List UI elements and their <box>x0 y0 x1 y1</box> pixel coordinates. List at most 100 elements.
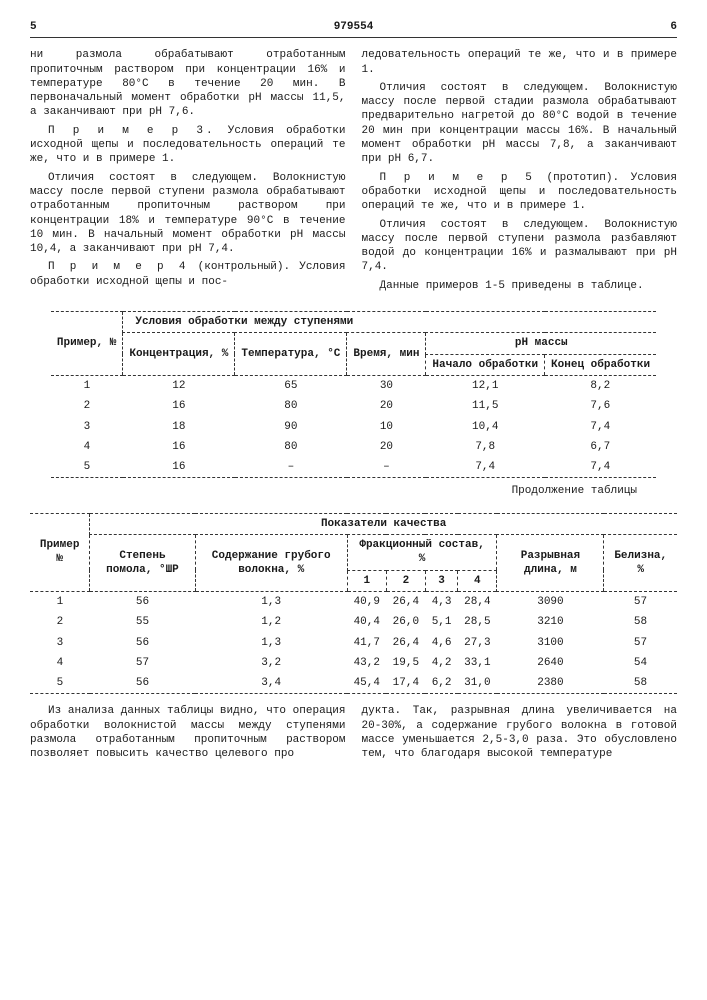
table-row: 5563,445,417,46,231,0238058 <box>30 673 677 694</box>
col-header: Начало обработки <box>426 354 545 375</box>
table-cell: 4,2 <box>425 653 457 673</box>
table-cell: 56 <box>90 633 195 653</box>
table-cell: 16 <box>123 437 235 457</box>
table-cell: 43,2 <box>347 653 386 673</box>
para: П р и м е р 5 (прототип). Условия обрабо… <box>362 171 678 214</box>
table-cell: 6,2 <box>425 673 457 694</box>
table-row: 1561,340,926,44,328,4309057 <box>30 591 677 612</box>
col-header: Фракционный состав, % <box>347 535 497 571</box>
table-cell: 3 <box>30 633 90 653</box>
table-row: 516––7,47,4 <box>51 457 656 478</box>
para: Данные примеров 1-5 приведены в таблице. <box>362 279 678 293</box>
table-cell: 5 <box>51 457 123 478</box>
col-header: Белизна, % <box>604 535 677 592</box>
table-cell: 18 <box>123 417 235 437</box>
table-cell: 58 <box>604 612 677 632</box>
table-cell: 1,2 <box>195 612 347 632</box>
table-cell: 19,5 <box>386 653 425 673</box>
col-header: 1 <box>347 570 386 591</box>
table-cell: 1,3 <box>195 591 347 612</box>
table-cell: 16 <box>123 396 235 416</box>
col-header: Степень помола, °ШР <box>90 535 195 592</box>
table-cell: 3 <box>51 417 123 437</box>
bottom-right: дукта. Так, разрывная длина увеличиваетс… <box>362 704 678 761</box>
col-header: Пример № <box>30 513 90 591</box>
table-cell: 2380 <box>497 673 604 694</box>
table-cell: 17,4 <box>386 673 425 694</box>
col-group-header: Показатели качества <box>90 513 677 534</box>
table-cell: 40,4 <box>347 612 386 632</box>
table-cell: 80 <box>235 437 347 457</box>
table-cell: 57 <box>604 591 677 612</box>
table-cell: 45,4 <box>347 673 386 694</box>
table-cell: 4,3 <box>425 591 457 612</box>
table-cell: 3,2 <box>195 653 347 673</box>
table-1: Пример, № Условия обработки между ступен… <box>51 311 656 478</box>
table-cell: 6,7 <box>545 437 657 457</box>
table-row: 216802011,57,6 <box>51 396 656 416</box>
right-column: ледовательность операций те же, что и в … <box>362 48 678 297</box>
table-cell: 20 <box>347 396 426 416</box>
table-row: 112653012,18,2 <box>51 375 656 396</box>
table-cell: 27,3 <box>458 633 497 653</box>
table-row: 41680207,86,7 <box>51 437 656 457</box>
table-cell: 7,4 <box>545 457 657 478</box>
table-cell: 40,9 <box>347 591 386 612</box>
table-cell: 5 <box>30 673 90 694</box>
table-cell: 58 <box>604 673 677 694</box>
table-cell: 1,3 <box>195 633 347 653</box>
table-cell: 26,4 <box>386 591 425 612</box>
bottom-columns: Из анализа данных таблицы видно, что опе… <box>30 704 677 761</box>
table-cell: 10,4 <box>426 417 545 437</box>
table-cell: 2 <box>30 612 90 632</box>
continuation-label: Продолжение таблицы <box>30 484 637 498</box>
table-cell: 80 <box>235 396 347 416</box>
table-cell: 16 <box>123 457 235 478</box>
page-right: 6 <box>670 20 677 34</box>
table-cell: – <box>347 457 426 478</box>
para: Отличия состоят в следующем. Волокнистую… <box>362 218 678 275</box>
table-cell: 90 <box>235 417 347 437</box>
table-cell: 11,5 <box>426 396 545 416</box>
table-cell: 33,1 <box>458 653 497 673</box>
col-header: Время, мин <box>347 333 426 376</box>
table-cell: 56 <box>90 673 195 694</box>
example-label: П р и м е р 4 <box>48 261 188 273</box>
col-header: Разрывная длина, м <box>497 535 604 592</box>
patent-number: 979554 <box>334 20 374 34</box>
table-row: 4573,243,219,54,233,1264054 <box>30 653 677 673</box>
table-cell: 1 <box>51 375 123 396</box>
table-row: 318901010,47,4 <box>51 417 656 437</box>
table-cell: 26,0 <box>386 612 425 632</box>
table-cell: 3210 <box>497 612 604 632</box>
table-row: 3561,341,726,44,627,3310057 <box>30 633 677 653</box>
table-cell: 3,4 <box>195 673 347 694</box>
col-header: Температура, °С <box>235 333 347 376</box>
table-cell: 2640 <box>497 653 604 673</box>
table-cell: 10 <box>347 417 426 437</box>
table-cell: 1 <box>30 591 90 612</box>
col-header: рН массы <box>426 333 656 354</box>
para: Отличия состоят в следующем. Волокнистую… <box>362 81 678 167</box>
table-cell: 7,8 <box>426 437 545 457</box>
page-left: 5 <box>30 20 37 34</box>
bottom-left: Из анализа данных таблицы видно, что опе… <box>30 704 346 761</box>
example-label: П р и м е р 5 <box>380 172 535 184</box>
table-cell: 4 <box>51 437 123 457</box>
example-label: П р и м е р 3. <box>48 125 216 137</box>
table-cell: 2 <box>51 396 123 416</box>
table-cell: 20 <box>347 437 426 457</box>
table-cell: 3090 <box>497 591 604 612</box>
para: Отличия состоят в следующем. Волокнистую… <box>30 171 346 257</box>
col-header: 3 <box>425 570 457 591</box>
para: П р и м е р 3. Условия обработки исходно… <box>30 124 346 167</box>
table-cell: 31,0 <box>458 673 497 694</box>
table-cell: 4 <box>30 653 90 673</box>
table-cell: 54 <box>604 653 677 673</box>
table-cell: 41,7 <box>347 633 386 653</box>
text-columns: ни размола обрабатывают отработанным про… <box>30 48 677 297</box>
table-cell: 7,4 <box>545 417 657 437</box>
table-cell: 56 <box>90 591 195 612</box>
table-cell: 28,4 <box>458 591 497 612</box>
table-cell: 65 <box>235 375 347 396</box>
